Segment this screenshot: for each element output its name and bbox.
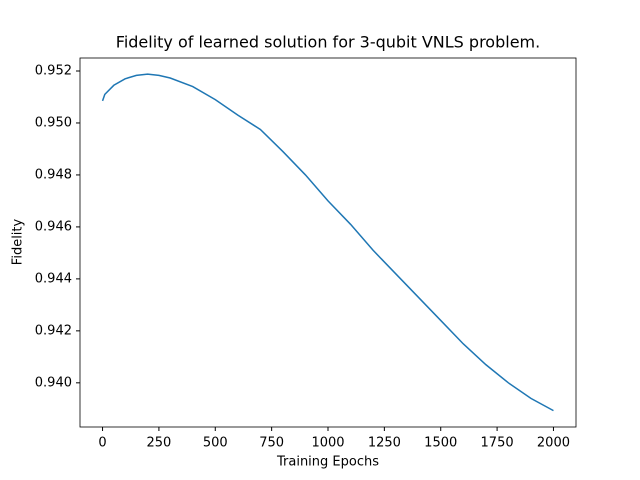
y-axis-label: Fidelity (11, 218, 26, 265)
x-tick-label: 1750 (481, 436, 514, 451)
x-tick-label: 250 (146, 436, 171, 451)
x-tick-label: 1250 (368, 436, 401, 451)
x-tick-label: 1500 (424, 436, 457, 451)
x-axis-label: Training Epochs (276, 455, 379, 470)
y-tick-label: 0.948 (35, 167, 72, 182)
x-tick-label: 750 (259, 436, 284, 451)
x-tick-label: 1000 (311, 436, 344, 451)
y-tick-label: 0.950 (35, 115, 72, 130)
x-tick-label: 2000 (537, 436, 570, 451)
y-tick-label: 0.944 (35, 271, 72, 286)
x-tick-label: 500 (203, 436, 228, 451)
chart-title: Fidelity of learned solution for 3-qubit… (116, 33, 540, 52)
x-tick-label: 0 (98, 436, 106, 451)
y-tick-label: 0.946 (35, 219, 72, 234)
data-line (101, 73, 554, 412)
y-tick-label: 0.942 (35, 323, 72, 338)
plot-frame (79, 57, 577, 428)
y-tick-label: 0.940 (35, 375, 72, 390)
y-tick-label: 0.952 (35, 63, 72, 78)
